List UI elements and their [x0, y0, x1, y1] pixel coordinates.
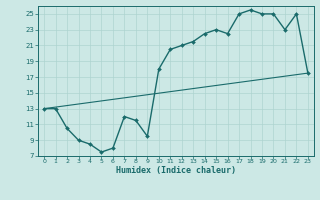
- X-axis label: Humidex (Indice chaleur): Humidex (Indice chaleur): [116, 166, 236, 175]
